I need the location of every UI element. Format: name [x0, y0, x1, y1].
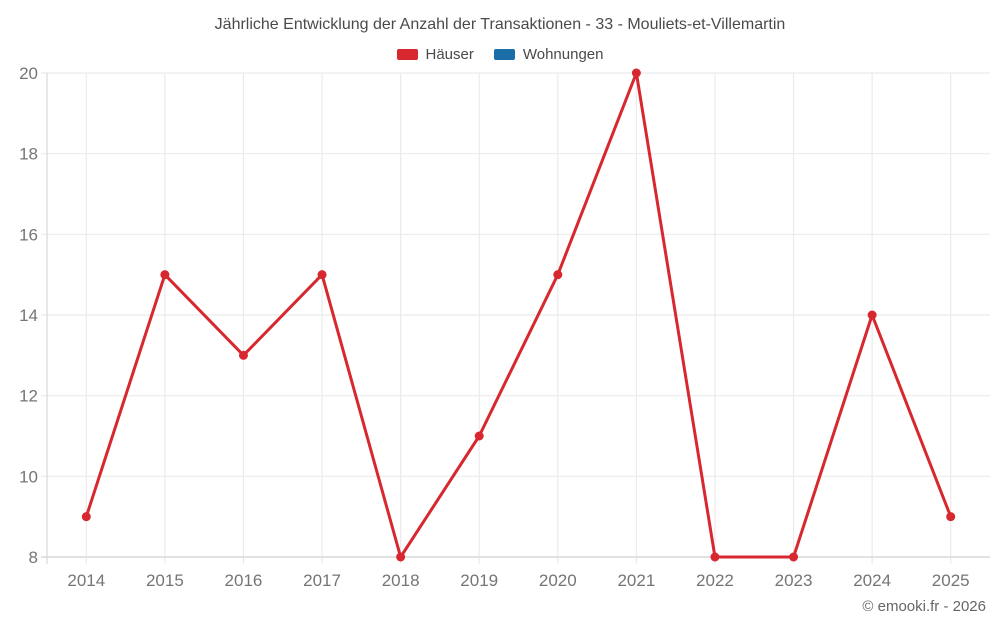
data-point[interactable]: [396, 552, 406, 562]
data-point[interactable]: [553, 270, 563, 280]
data-point[interactable]: [710, 552, 720, 562]
legend-item-haeuser[interactable]: Häuser: [396, 46, 474, 63]
chart-title: Jährliche Entwicklung der Anzahl der Tra…: [214, 16, 786, 33]
data-point[interactable]: [789, 552, 799, 562]
copyright-credit: © emooki.fr - 2026: [862, 598, 986, 615]
legend-swatch-wohnungen-icon: [493, 49, 515, 60]
x-axis-tick-label: 2016: [225, 571, 263, 590]
data-point[interactable]: [160, 270, 170, 280]
y-axis-tick-label: 12: [19, 387, 38, 406]
legend: Häuser Wohnungen: [0, 46, 1000, 63]
x-axis-tick-label: 2022: [696, 571, 734, 590]
legend-swatch-haeuser-icon: [396, 49, 418, 60]
data-point[interactable]: [238, 350, 248, 360]
y-axis-tick-label: 8: [29, 548, 38, 567]
legend-item-wohnungen[interactable]: Wohnungen: [493, 46, 604, 63]
x-axis-tick-label: 2015: [146, 571, 184, 590]
x-axis-tick-label: 2021: [617, 571, 655, 590]
y-axis-tick-label: 20: [19, 64, 38, 83]
data-point[interactable]: [631, 68, 641, 78]
x-axis-tick-label: 2024: [853, 571, 891, 590]
y-axis-tick-label: 14: [19, 306, 38, 325]
series-line-häuser: [84, 71, 953, 559]
data-point[interactable]: [946, 512, 956, 522]
data-point[interactable]: [474, 431, 484, 441]
x-axis-tick-label: 2014: [67, 571, 105, 590]
data-point[interactable]: [81, 512, 91, 522]
y-axis-tick-label: 10: [19, 467, 38, 486]
x-axis-tick-label: 2023: [775, 571, 813, 590]
legend-label-wohnungen: Wohnungen: [522, 46, 604, 63]
x-axis-tick-label: 2020: [539, 571, 577, 590]
x-axis-tick-label: 2019: [460, 571, 498, 590]
y-axis-tick-label: 18: [19, 145, 38, 164]
legend-label-haeuser: Häuser: [425, 46, 474, 63]
data-point[interactable]: [317, 270, 327, 280]
x-axis-tick-label: 2018: [382, 571, 420, 590]
data-point[interactable]: [867, 310, 877, 320]
x-axis-tick-label: 2025: [932, 571, 970, 590]
x-axis-tick-label: 2017: [303, 571, 341, 590]
y-axis-tick-label: 16: [19, 225, 38, 244]
